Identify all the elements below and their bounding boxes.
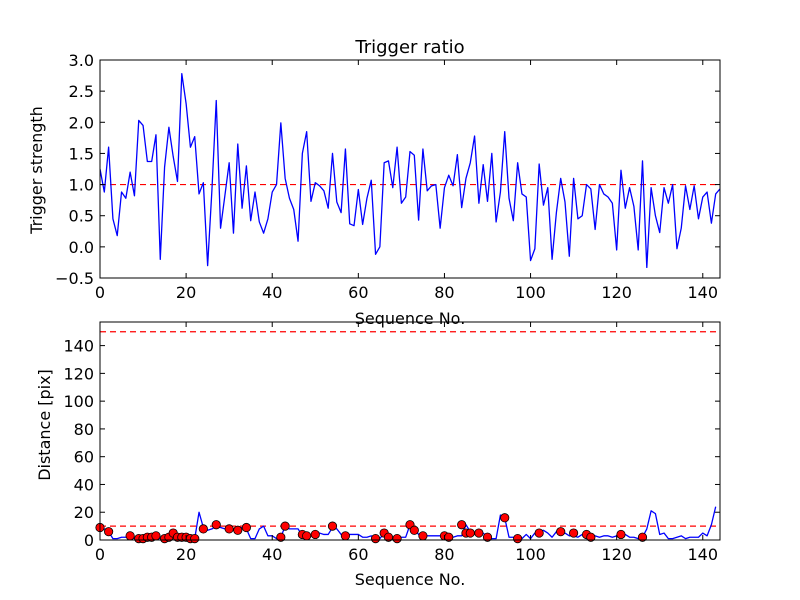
x-tick-label: 40	[262, 545, 282, 564]
data-point	[616, 529, 626, 540]
data-point	[151, 531, 161, 541]
y-tick-label: 40	[74, 475, 94, 494]
plot-frame	[99, 59, 721, 279]
y-tick-label: 0.0	[69, 238, 94, 257]
y-tick-label: 2.0	[69, 113, 94, 132]
x-tick-label: 120	[601, 283, 632, 302]
y-axis-label: Distance [pix]	[35, 369, 54, 481]
y-tick-label: 80	[74, 420, 94, 439]
data-point	[233, 525, 243, 535]
series-line	[100, 73, 720, 269]
data-point	[474, 528, 484, 538]
data-point	[241, 522, 251, 533]
y-tick-label: 120	[63, 364, 94, 383]
data-point	[198, 524, 208, 534]
data-point	[569, 528, 579, 538]
data-point	[556, 527, 566, 537]
data-point	[340, 531, 351, 541]
y-tick-label: 1.0	[69, 176, 94, 195]
distance-panel: Sequence No. Distance [pix] 0 20 40 60 80 100…	[35, 321, 721, 589]
data-point	[465, 528, 475, 538]
x-tick-label: 60	[348, 545, 368, 564]
x-axis-label: Sequence No.	[355, 309, 466, 328]
x-tick-label: 100	[515, 545, 546, 564]
data-point	[482, 532, 493, 542]
data-point	[190, 534, 200, 544]
y-tick-label: 20	[74, 503, 94, 522]
data-point	[513, 534, 523, 544]
x-tick-label: 80	[434, 283, 454, 302]
x-tick-label: 100	[515, 283, 546, 302]
data-point	[327, 521, 338, 531]
x-tick-label: 140	[688, 545, 719, 564]
y-tick-label: −0.5	[55, 269, 94, 288]
x-tick-label: 140	[688, 283, 719, 302]
chart-title: Trigger ratio	[354, 37, 464, 58]
x-tick-label: 80	[434, 545, 454, 564]
data-point	[409, 525, 419, 535]
y-tick-label: 3.0	[69, 51, 94, 70]
y-axis-label: Trigger strength	[27, 106, 46, 235]
data-point	[534, 528, 544, 538]
x-tick-label: 120	[601, 545, 632, 564]
data-point	[586, 532, 596, 542]
x-tick-label: 60	[348, 283, 368, 302]
data-point	[457, 520, 467, 530]
y-tick-label: 2.5	[69, 82, 94, 101]
trigger-ratio-panel: Trigger ratio Sequence No. Trigger stren…	[27, 37, 721, 328]
y-tick-label: 0	[84, 531, 94, 550]
data-point	[104, 527, 114, 537]
data-point	[500, 513, 510, 523]
plot-frame	[99, 321, 721, 541]
data-point	[418, 531, 428, 541]
y-tick-label: 1.5	[69, 144, 94, 163]
data-point	[392, 534, 402, 544]
y-tick-label: 140	[63, 337, 94, 356]
y-tick-label: 60	[74, 448, 94, 467]
x-axis-label: Sequence No.	[355, 570, 466, 589]
data-point	[125, 531, 135, 541]
x-tick-label: 20	[176, 545, 196, 564]
data-point	[276, 532, 286, 542]
data-point	[637, 532, 648, 542]
data-point	[370, 534, 381, 544]
x-tick-label: 0	[95, 283, 105, 302]
x-tick-label: 40	[262, 283, 282, 302]
data-point	[310, 529, 320, 540]
data-point	[302, 531, 312, 541]
data-point	[224, 524, 234, 534]
x-tick-label: 0	[95, 545, 105, 564]
x-tick-label: 20	[176, 283, 196, 302]
data-point	[211, 520, 221, 530]
y-tick-label: 0.5	[69, 207, 94, 226]
y-tick-label: 100	[63, 392, 94, 411]
data-point	[280, 521, 290, 531]
data-point	[383, 532, 394, 542]
